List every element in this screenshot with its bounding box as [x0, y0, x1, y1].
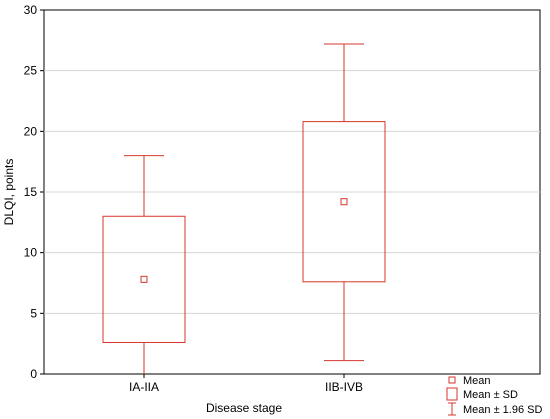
box-series: [102, 43, 386, 374]
y-tick-label: 30: [24, 3, 38, 17]
x-axis-label: Disease stage: [206, 401, 282, 415]
legend-mean-icon: [448, 376, 456, 384]
sd-box: [302, 121, 386, 283]
y-tick-label: 25: [24, 64, 38, 78]
mean-marker: [340, 198, 348, 206]
legend-label: Mean ± SD: [463, 389, 518, 401]
y-tick-label: 10: [24, 246, 38, 260]
y-tick-label: 20: [24, 124, 38, 138]
y-tick-label: 15: [24, 185, 38, 199]
legend-label: Mean: [463, 375, 491, 387]
x-tick-label: IA-IIA: [129, 380, 159, 394]
y-tick-label: 5: [30, 306, 37, 320]
legend-sd-icon: [446, 387, 458, 401]
y-axis-ticks: 0 5 10 15 20 25 30: [24, 3, 44, 381]
y-axis-label: DLQI, points: [2, 159, 16, 226]
mean-marker: [140, 275, 148, 283]
x-tick-label: IIB-IVB: [325, 380, 363, 394]
y-tick-label: 0: [30, 367, 37, 381]
x-axis-ticks: IA-IIA IIB-IVB: [129, 374, 363, 394]
legend: Mean Mean ± SD Mean ± 1.96 SD: [446, 375, 542, 416]
legend-label: Mean ± 1.96 SD: [463, 404, 542, 416]
sd-box: [102, 215, 186, 343]
gridlines: [44, 70, 540, 314]
